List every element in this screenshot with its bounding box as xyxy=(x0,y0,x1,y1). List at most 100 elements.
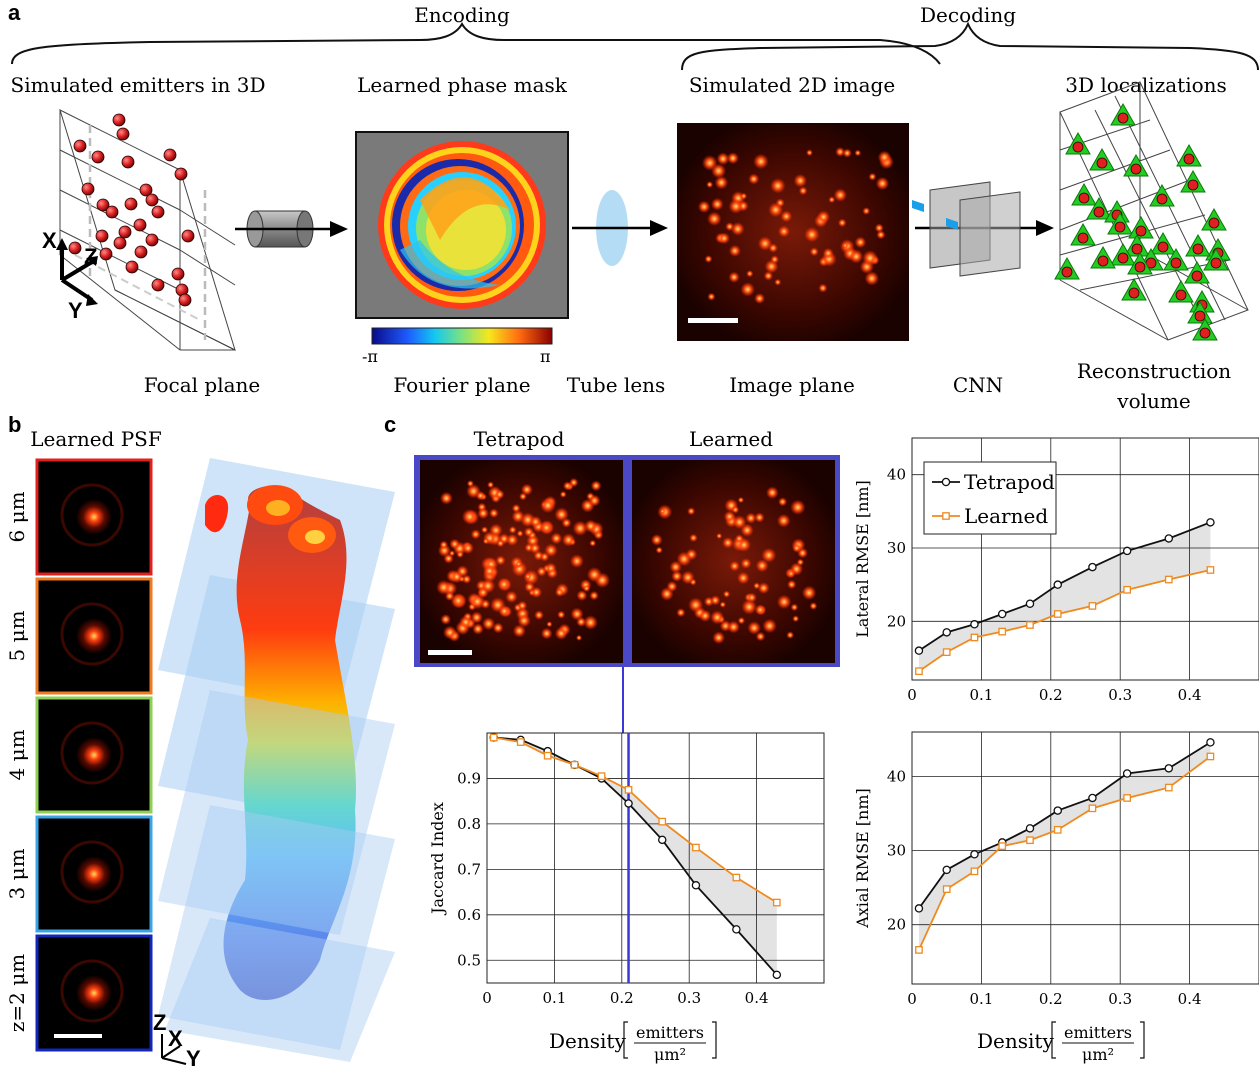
emitter-spot xyxy=(481,526,489,534)
emitter-spot xyxy=(572,520,588,536)
emitter-spot xyxy=(862,250,878,266)
emitter-spot xyxy=(792,543,802,553)
data-point xyxy=(1053,825,1062,834)
axis-x-label: X xyxy=(42,228,57,253)
emitter-bead xyxy=(113,236,127,250)
emitter-spot xyxy=(436,579,452,595)
emitter-spot xyxy=(862,207,871,215)
emitter-spot xyxy=(584,519,598,533)
emitter-bead xyxy=(174,167,188,181)
emitter-spot xyxy=(737,571,750,585)
emitter-bead xyxy=(134,245,148,259)
x-tick-label: 0.1 xyxy=(542,989,566,1007)
density-label-left: Density emitters μm² xyxy=(549,1021,717,1064)
emitter-spot xyxy=(534,610,544,620)
localization-marker xyxy=(1065,131,1091,155)
emitter-spot xyxy=(761,547,777,563)
localization-volume xyxy=(1059,81,1249,341)
data-point xyxy=(657,835,667,845)
emitter-bead xyxy=(116,127,130,141)
emitter-bead xyxy=(151,205,165,219)
localization-marker xyxy=(1203,247,1229,271)
jaccard-chart: 0 0.1 0.2 0.3 0.4 0.5 0.6 0.7 0.8 0.9 Jaccard Inde… xyxy=(428,732,825,1007)
emitter-spot xyxy=(790,603,799,612)
data-point xyxy=(1206,752,1215,761)
encoding-brace xyxy=(11,22,941,65)
emitter-spot xyxy=(712,631,725,644)
emitter-spot xyxy=(864,271,879,286)
data-point xyxy=(1206,738,1215,747)
localization-marker xyxy=(1070,222,1096,246)
emitter-spot xyxy=(550,532,563,545)
data-point xyxy=(1026,621,1034,629)
emitter-spot xyxy=(729,560,740,572)
emitter-spot xyxy=(842,148,852,158)
emitter-spot xyxy=(833,188,847,202)
localization-points xyxy=(1054,102,1231,341)
localization-marker xyxy=(1180,169,1206,193)
emitter-spot xyxy=(666,581,678,592)
localization-marker xyxy=(1201,207,1227,231)
scale-bar xyxy=(428,650,472,655)
emitter-spot xyxy=(707,211,722,226)
localization-marker xyxy=(1071,182,1097,206)
emitter-spot xyxy=(737,616,746,625)
emitter-spot xyxy=(470,611,483,624)
emitter-spot xyxy=(776,594,792,610)
emitter-spot xyxy=(685,548,698,561)
xyz-axes-a: X Z Y xyxy=(42,228,98,323)
localization-marker xyxy=(1086,196,1112,220)
data-point xyxy=(489,733,498,742)
localizations-title: 3D localizations xyxy=(1065,73,1227,97)
y-tick-label: 0.9 xyxy=(457,769,481,787)
data-point xyxy=(691,881,701,890)
emitter-spot xyxy=(731,222,745,236)
emitter-spot xyxy=(786,569,796,578)
data-point xyxy=(570,760,579,769)
emitter-spot xyxy=(716,152,730,166)
emitter-spot xyxy=(569,477,579,488)
data-point xyxy=(1026,836,1034,845)
data-point xyxy=(915,667,923,676)
phase-mask xyxy=(355,131,569,319)
emitter-spot xyxy=(774,278,782,286)
density-denominator: μm² xyxy=(1082,1045,1114,1064)
emitter-spot xyxy=(681,570,695,585)
density-numerator: emitters xyxy=(1064,1023,1132,1042)
data-point xyxy=(942,648,951,656)
colorbar-min: -π xyxy=(362,347,378,366)
xyz-axes-b: Z X Y xyxy=(153,1010,201,1067)
emitter-spot xyxy=(798,186,808,196)
data-point xyxy=(942,628,951,637)
y-tick-label: 20 xyxy=(887,916,906,934)
focal-plane-label: Focal plane xyxy=(144,373,261,397)
data-point xyxy=(1164,575,1173,584)
data-point xyxy=(597,772,606,781)
emitter-spot xyxy=(697,200,711,213)
emitter-bead xyxy=(91,150,105,164)
difference-area xyxy=(918,742,1211,950)
emitter-spot xyxy=(676,608,686,618)
emitter-spot xyxy=(462,574,472,584)
emitter-bead xyxy=(73,139,87,153)
emitter-spot xyxy=(728,271,740,283)
emitter-spot xyxy=(669,560,682,574)
localization-marker xyxy=(1184,260,1210,284)
emitter-bead xyxy=(125,260,139,274)
emitter-spot xyxy=(449,538,461,550)
y-axis-label: Jaccard Index xyxy=(428,802,447,916)
x-tick-label: 0.3 xyxy=(1108,990,1132,1008)
psf-title: Learned PSF xyxy=(30,427,162,451)
simulated-image xyxy=(677,123,909,341)
emitter-spot xyxy=(754,604,766,616)
emitter-spot xyxy=(723,510,736,523)
emitter-spot xyxy=(876,230,886,240)
emitter-bead xyxy=(105,205,119,219)
data-point xyxy=(1053,610,1062,618)
data-point xyxy=(970,867,979,876)
data-point xyxy=(1088,602,1097,610)
psf-depth-label: z=2 μm xyxy=(5,954,29,1032)
emitter-spot xyxy=(792,615,800,623)
emitter-spot xyxy=(545,562,557,574)
emitter-spot xyxy=(540,497,556,514)
